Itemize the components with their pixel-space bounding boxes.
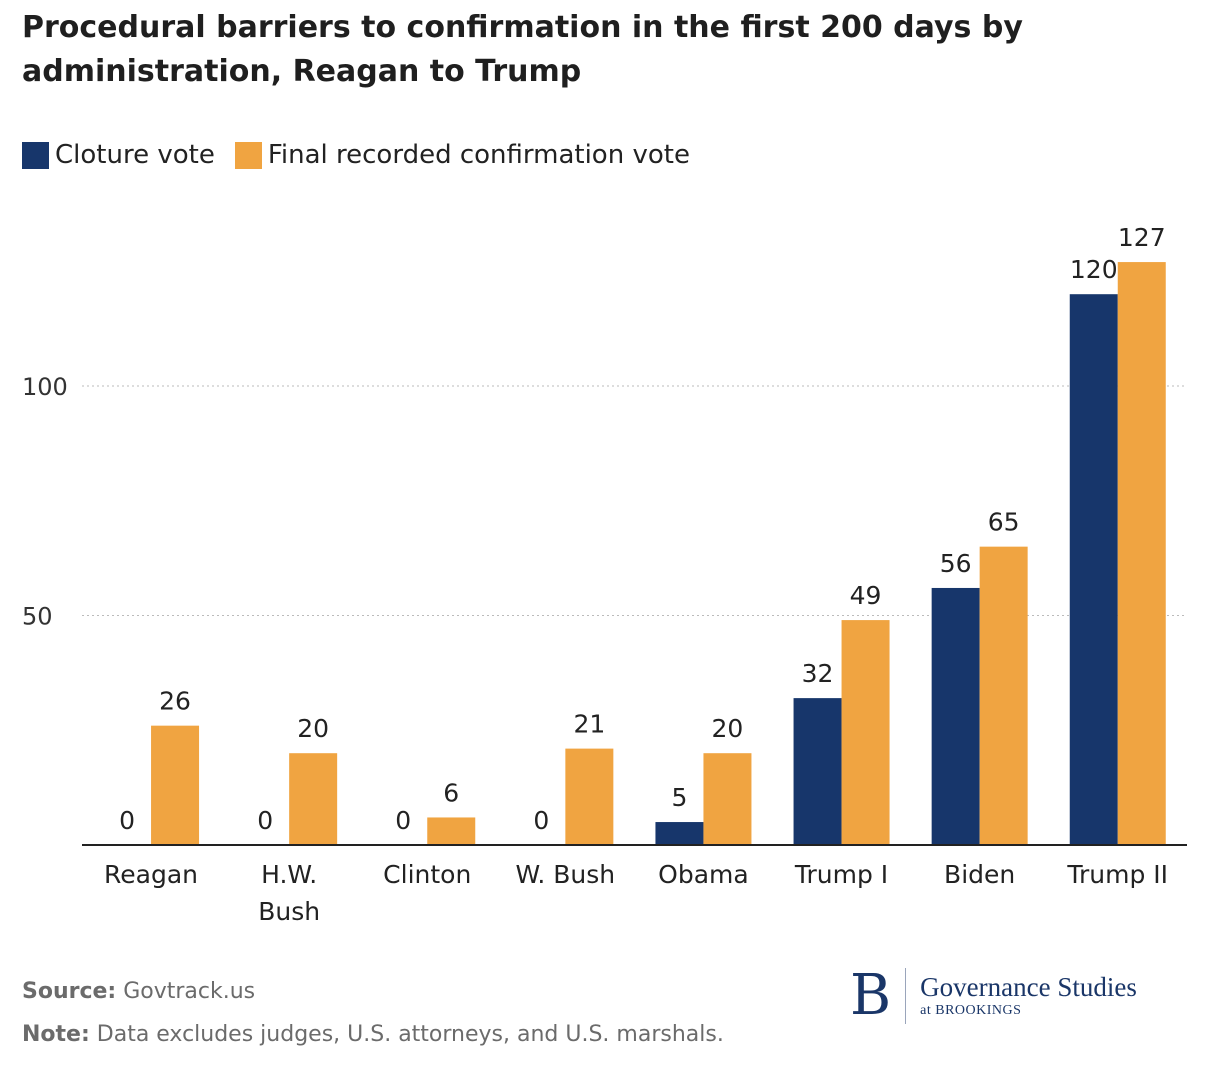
x-tick-label-0: Reagan [104, 860, 198, 889]
value-label-final-3: 21 [573, 710, 605, 739]
bar-cloture-5 [793, 698, 842, 845]
value-label-cloture-6: 56 [940, 549, 972, 578]
value-label-cloture-4: 5 [671, 783, 687, 812]
bar-final-3 [565, 748, 614, 845]
bar-final-4 [703, 753, 752, 845]
bar-final-7 [1117, 262, 1166, 845]
logo-name: Governance Studies [920, 972, 1137, 1002]
value-label-cloture-0: 0 [119, 806, 135, 835]
y-tick-label-50: 50 [22, 603, 53, 631]
logo-sub: at BROOKINGS [920, 1003, 1022, 1018]
bar-cloture-6 [931, 587, 980, 845]
x-tick-label-7: Trump II [1066, 860, 1168, 889]
x-tick-label-6: Biden [944, 860, 1015, 889]
note-text: Data excludes judges, U.S. attorneys, an… [96, 1022, 724, 1047]
brookings-logo: B Governance Studies at BROOKINGS [850, 968, 1137, 1024]
value-label-final-0: 26 [159, 687, 191, 716]
bar-final-1 [289, 753, 338, 845]
value-label-final-4: 20 [712, 714, 744, 743]
value-label-final-2: 6 [443, 778, 459, 807]
source-text: Govtrack.us [123, 979, 256, 1004]
x-tick-label-2: Clinton [383, 860, 471, 889]
legend-label-final: Final recorded confirmation vote [267, 140, 690, 170]
x-tick-label-5: Trump I [794, 860, 888, 889]
legend-item-final: Final recorded confirmation vote [234, 140, 690, 170]
x-tick-label-3: W. Bush [516, 860, 616, 889]
legend-item-cloture: Cloture vote [22, 140, 215, 170]
bar-final-6 [979, 546, 1028, 845]
legend: Cloture vote Final recorded confirmation… [22, 140, 710, 170]
value-label-final-1: 20 [297, 714, 329, 743]
value-label-cloture-2: 0 [395, 806, 411, 835]
bar-final-5 [841, 620, 890, 845]
value-label-cloture-1: 0 [257, 806, 273, 835]
value-label-cloture-3: 0 [533, 806, 549, 835]
source-label: Source: [22, 979, 117, 1004]
legend-label-cloture: Cloture vote [55, 140, 215, 170]
logo-text: Governance Studies at BROOKINGS [920, 972, 1137, 1020]
bar-cloture-4 [655, 822, 704, 845]
legend-swatch-cloture [22, 141, 49, 169]
bar-final-2 [427, 817, 476, 845]
y-tick-label-100: 100 [22, 373, 68, 401]
value-label-cloture-7: 120 [1070, 255, 1118, 284]
note-line: Note: Data excludes judges, U.S. attorne… [22, 1022, 724, 1047]
value-label-final-7: 127 [1118, 223, 1166, 252]
value-label-cloture-5: 32 [802, 659, 834, 688]
chart-title: Procedural barriers to confirmation in t… [22, 10, 1023, 89]
value-label-final-5: 49 [850, 581, 882, 610]
logo-mark: B [850, 968, 907, 1024]
source-line: Source: Govtrack.us [22, 979, 255, 1004]
bar-final-0 [151, 725, 200, 845]
x-tick-label-4: Obama [658, 860, 749, 889]
legend-swatch-final [234, 141, 262, 169]
bar-chart: 50 100 0 26 Reagan 0 20 H.W. Bush 0 6 Clinton 0 21 W. … [22, 223, 1187, 926]
value-label-final-6: 65 [988, 508, 1020, 537]
bar-cloture-7 [1069, 294, 1118, 845]
x-tick-label-1: H.W. Bush [258, 860, 320, 926]
note-label: Note: [22, 1022, 90, 1047]
